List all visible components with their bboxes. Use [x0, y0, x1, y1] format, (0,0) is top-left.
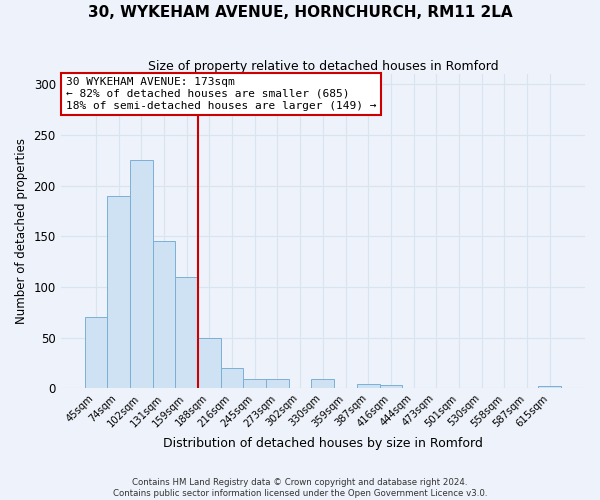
Bar [130, 160, 152, 388]
Bar [85, 318, 107, 388]
Bar [175, 277, 198, 388]
Text: 30 WYKEHAM AVENUE: 173sqm
← 82% of detached houses are smaller (685)
18% of semi: 30 WYKEHAM AVENUE: 173sqm ← 82% of detac… [66, 78, 376, 110]
Bar [152, 242, 175, 388]
Bar [266, 379, 289, 388]
Y-axis label: Number of detached properties: Number of detached properties [15, 138, 28, 324]
Bar [357, 384, 380, 388]
Bar [221, 368, 244, 388]
Bar [198, 338, 221, 388]
Bar [107, 196, 130, 388]
Bar [538, 386, 561, 388]
Bar [380, 385, 402, 388]
Text: Contains HM Land Registry data © Crown copyright and database right 2024.
Contai: Contains HM Land Registry data © Crown c… [113, 478, 487, 498]
Bar [244, 379, 266, 388]
Title: Size of property relative to detached houses in Romford: Size of property relative to detached ho… [148, 60, 498, 73]
X-axis label: Distribution of detached houses by size in Romford: Distribution of detached houses by size … [163, 437, 483, 450]
Text: 30, WYKEHAM AVENUE, HORNCHURCH, RM11 2LA: 30, WYKEHAM AVENUE, HORNCHURCH, RM11 2LA [88, 5, 512, 20]
Bar [311, 379, 334, 388]
